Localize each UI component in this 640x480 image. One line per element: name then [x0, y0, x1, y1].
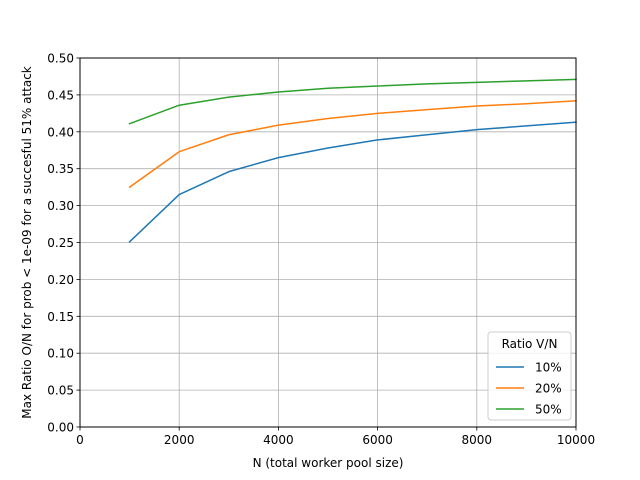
x-tick-label: 0 — [76, 433, 84, 447]
legend-entry-label: 20% — [535, 382, 562, 396]
data-point — [476, 128, 478, 130]
data-point — [376, 85, 378, 87]
legend: Ratio V/N 10% 20% 50% — [487, 331, 572, 421]
y-tick-label: 0.05 — [47, 384, 74, 398]
legend-entry-label: 10% — [535, 361, 562, 375]
series-lines — [128, 78, 577, 243]
data-point — [128, 186, 130, 188]
data-point — [525, 125, 527, 127]
y-tick-label: 0.40 — [47, 125, 74, 139]
y-axis-ticks: 0.00 0.05 0.10 0.15 0.20 0.25 0.30 0.35 0.40 0.45… — [47, 52, 80, 435]
series-line-10pct — [128, 121, 577, 243]
data-point — [277, 156, 279, 158]
data-point — [327, 87, 329, 89]
y-tick-label: 0.35 — [47, 162, 74, 176]
data-point — [476, 81, 478, 83]
x-tick-label: 4000 — [263, 433, 294, 447]
x-tick-label: 10000 — [557, 433, 595, 447]
data-point — [178, 104, 180, 106]
data-point — [426, 108, 428, 110]
data-point — [228, 96, 230, 98]
legend-entry-label: 50% — [535, 403, 562, 417]
data-point — [327, 147, 329, 149]
x-axis-ticks: 0 2000 4000 6000 8000 10000 — [76, 427, 595, 447]
data-point — [426, 83, 428, 85]
y-tick-label: 0.50 — [47, 52, 74, 66]
data-point — [525, 80, 527, 82]
data-point — [277, 91, 279, 93]
x-tick-label: 8000 — [462, 433, 493, 447]
series-line-50pct — [128, 78, 577, 125]
data-point — [376, 112, 378, 114]
legend-box — [487, 331, 572, 421]
data-point — [178, 151, 180, 153]
data-point — [426, 134, 428, 136]
y-tick-label: 0.45 — [47, 88, 74, 102]
x-axis-label: N (total worker pool size) — [253, 456, 404, 470]
y-tick-label: 0.25 — [47, 236, 74, 250]
legend-items: 10% 20% 50% — [496, 361, 562, 417]
x-tick-label: 6000 — [362, 433, 393, 447]
y-tick-label: 0.20 — [47, 273, 74, 287]
data-point — [525, 103, 527, 105]
data-point — [228, 170, 230, 172]
y-tick-label: 0.30 — [47, 199, 74, 213]
data-point — [327, 117, 329, 119]
y-tick-label: 0.00 — [47, 421, 74, 435]
data-point — [128, 122, 130, 124]
data-point — [178, 193, 180, 195]
data-point — [476, 105, 478, 107]
series-line-20pct — [128, 100, 577, 189]
legend-title: Ratio V/N — [502, 337, 558, 351]
y-tick-label: 0.10 — [47, 347, 74, 361]
x-tick-label: 2000 — [164, 433, 195, 447]
y-axis-label: Max Ratio O/N for prob < 1e-09 for a suc… — [20, 66, 34, 419]
data-point — [228, 134, 230, 136]
data-point — [376, 139, 378, 141]
data-point — [277, 124, 279, 126]
data-point — [128, 241, 130, 243]
y-tick-label: 0.15 — [47, 310, 74, 324]
